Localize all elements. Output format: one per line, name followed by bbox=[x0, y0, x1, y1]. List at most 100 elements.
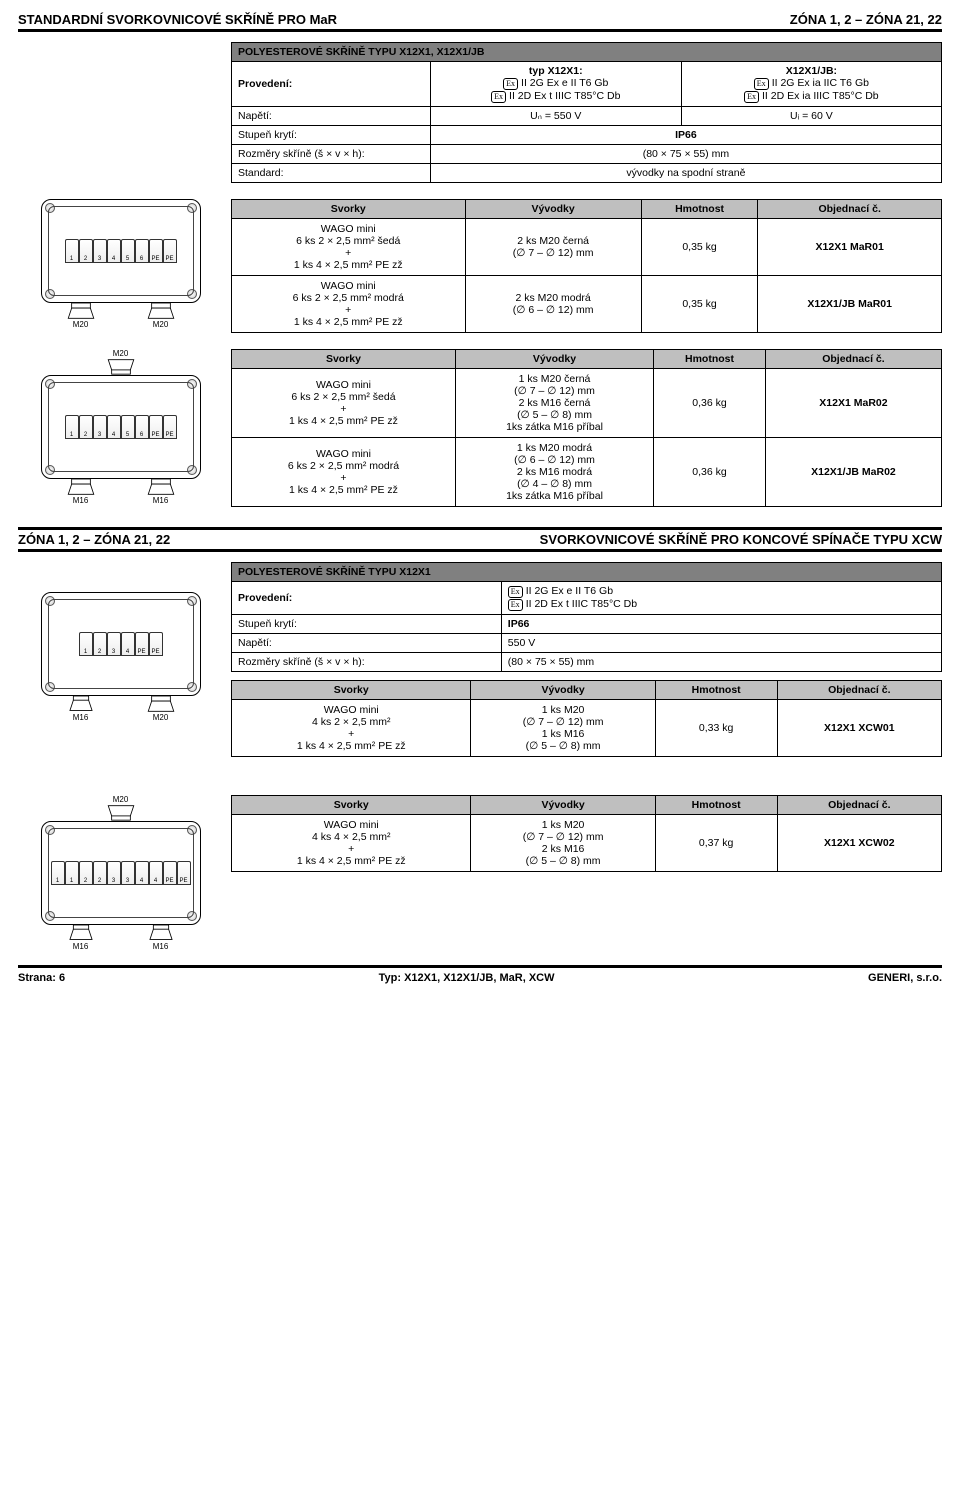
gland-icon: M16 bbox=[144, 479, 178, 505]
terminal: 3 bbox=[93, 415, 107, 439]
terminal: 6 bbox=[135, 415, 149, 439]
spec2-title: POLYESTEROVÉ SKŘÍNĚ TYPU X12X1 bbox=[232, 563, 942, 582]
gland-label: M16 bbox=[73, 942, 89, 951]
cell-obj: X12X1 MaR02 bbox=[765, 369, 941, 438]
spec2-napeti-label: Napětí: bbox=[232, 634, 502, 653]
terminal-strip: 11223344PEPE bbox=[51, 861, 191, 885]
th-obj: Objednací č. bbox=[758, 200, 942, 219]
terminal: 3 bbox=[121, 861, 135, 885]
enclosure-diagram-4: 11223344PEPE bbox=[41, 821, 201, 925]
th-vyvodky: Vývodky bbox=[455, 350, 653, 369]
th-svorky: Svorky bbox=[232, 796, 471, 815]
gland-icon: M20 bbox=[144, 303, 178, 329]
th-svorky: Svorky bbox=[232, 200, 466, 219]
gland-label: M20 bbox=[113, 795, 129, 804]
cell-vyvodky: 1 ks M20 černá (∅ 7 – ∅ 12) mm 2 ks M16 … bbox=[455, 369, 653, 438]
th-hmotnost: Hmotnost bbox=[655, 681, 777, 700]
terminal: 2 bbox=[93, 861, 107, 885]
terminal: PE bbox=[149, 239, 163, 263]
spec2-provedeni-label: Provedení: bbox=[238, 592, 292, 604]
cell-vyvodky: 1 ks M20 (∅ 7 – ∅ 12) mm 2 ks M16 (∅ 5 –… bbox=[471, 815, 655, 872]
table-row: WAGO mini 6 ks 2 × 2,5 mm² šedá + 1 ks 4… bbox=[232, 219, 942, 276]
terminal: 1 bbox=[65, 239, 79, 263]
gland-icon: M16 bbox=[64, 925, 98, 951]
cell-vyvodky: 1 ks M20 (∅ 7 – ∅ 12) mm 1 ks M16 (∅ 5 –… bbox=[471, 700, 655, 757]
th-vyvodky: Vývodky bbox=[471, 681, 655, 700]
spec1-standard-label: Standard: bbox=[232, 164, 431, 183]
cell-vyvodky: 2 ks M20 černá (∅ 7 – ∅ 12) mm bbox=[465, 219, 641, 276]
gland-label: M20 bbox=[153, 713, 169, 722]
footer-right: GENERI, s.r.o. bbox=[868, 972, 942, 984]
spec1-c1l2: II 2D Ex t IIIC T85°C Db bbox=[509, 90, 620, 102]
data-table-2: Svorky Vývodky Hmotnost Objednací č. WAG… bbox=[231, 349, 942, 507]
spec2-stupen-val: IP66 bbox=[508, 618, 530, 630]
table-row: WAGO mini 4 ks 2 × 2,5 mm² + 1 ks 4 × 2,… bbox=[232, 700, 942, 757]
cell-svorky: WAGO mini 4 ks 4 × 2,5 mm² + 1 ks 4 × 2,… bbox=[232, 815, 471, 872]
cell-hmotnost: 0,35 kg bbox=[641, 219, 758, 276]
gland-icon: M20 bbox=[104, 795, 138, 821]
footer-left: Strana: 6 bbox=[18, 972, 65, 984]
cell-obj: X12X1 MaR01 bbox=[758, 219, 942, 276]
terminal: 4 bbox=[135, 861, 149, 885]
th-hmotnost: Hmotnost bbox=[641, 200, 758, 219]
header-left: STANDARDNÍ SVORKOVNICOVÉ SKŘÍNĚ PRO MaR bbox=[18, 12, 337, 27]
gland-label: M16 bbox=[153, 496, 169, 505]
terminal: 6 bbox=[135, 239, 149, 263]
cell-svorky: WAGO mini 6 ks 2 × 2,5 mm² šedá + 1 ks 4… bbox=[232, 369, 456, 438]
th-obj: Objednací č. bbox=[765, 350, 941, 369]
terminal-strip: 1234PEPE bbox=[79, 632, 163, 656]
gland-label: M20 bbox=[153, 320, 169, 329]
gland-icon: M16 bbox=[64, 696, 98, 722]
spec-table-1: POLYESTEROVÉ SKŘÍNĚ TYPU X12X1, X12X1/JB… bbox=[231, 42, 942, 183]
spec1-stupen-label: Stupeň krytí: bbox=[232, 126, 431, 145]
terminal: PE bbox=[149, 632, 163, 656]
terminal: PE bbox=[163, 239, 177, 263]
spec2-rozmery-val: (80 × 75 × 55) mm bbox=[501, 653, 941, 672]
terminal: 2 bbox=[79, 861, 93, 885]
ex-icon: Ex bbox=[508, 586, 523, 598]
spec1-rozmery-label: Rozměry skříně (š × v × h): bbox=[232, 145, 431, 164]
enclosure-diagram-1: 123456PEPE bbox=[41, 199, 201, 303]
terminal: 2 bbox=[93, 632, 107, 656]
table-row: WAGO mini 6 ks 2 × 2,5 mm² modrá + 1 ks … bbox=[232, 438, 942, 507]
spec1-c1l1: II 2G Ex e II T6 Gb bbox=[521, 77, 608, 89]
table-row: WAGO mini 4 ks 4 × 2,5 mm² + 1 ks 4 × 2,… bbox=[232, 815, 942, 872]
th-vyvodky: Vývodky bbox=[471, 796, 655, 815]
terminal: 2 bbox=[79, 239, 93, 263]
cell-hmotnost: 0,37 kg bbox=[655, 815, 777, 872]
terminal: 3 bbox=[93, 239, 107, 263]
spec2-napeti-val: 550 V bbox=[501, 634, 941, 653]
page-footer: Strana: 6 Typ: X12X1, X12X1/JB, MaR, XCW… bbox=[18, 965, 942, 984]
ex-icon: Ex bbox=[744, 91, 759, 103]
gland-label: M16 bbox=[73, 496, 89, 505]
ex-icon: Ex bbox=[491, 91, 506, 103]
th-svorky: Svorky bbox=[232, 350, 456, 369]
gland-label: M20 bbox=[113, 349, 129, 358]
terminal-strip: 123456PEPE bbox=[65, 415, 177, 439]
terminal: PE bbox=[177, 861, 191, 885]
spec1-napeti-label: Napětí: bbox=[232, 107, 431, 126]
terminal: 1 bbox=[51, 861, 65, 885]
cell-obj: X12X1/JB MaR01 bbox=[758, 276, 942, 333]
terminal: 1 bbox=[79, 632, 93, 656]
gland-icon: M20 bbox=[64, 303, 98, 329]
terminal: 2 bbox=[79, 415, 93, 439]
header-right: ZÓNA 1, 2 – ZÓNA 21, 22 bbox=[790, 12, 942, 27]
th-hmotnost: Hmotnost bbox=[654, 350, 766, 369]
spec2-rozmery-label: Rozměry skříně (š × v × h): bbox=[232, 653, 502, 672]
gland-label: M16 bbox=[153, 942, 169, 951]
midheader-right: SVORKOVNICOVÉ SKŘÍNĚ PRO KONCOVÉ SPÍNAČE… bbox=[540, 532, 942, 547]
spec1-stupen-val: IP66 bbox=[675, 129, 697, 141]
terminal-strip: 123456PEPE bbox=[65, 239, 177, 263]
enclosure-diagram-3: 1234PEPE bbox=[41, 592, 201, 696]
terminal: 4 bbox=[149, 861, 163, 885]
terminal: PE bbox=[163, 415, 177, 439]
terminal: PE bbox=[135, 632, 149, 656]
spec2-stupen-label: Stupeň krytí: bbox=[232, 615, 502, 634]
spec1-standard-val: vývodky na spodní straně bbox=[430, 164, 941, 183]
cell-hmotnost: 0,35 kg bbox=[641, 276, 758, 333]
terminal: 4 bbox=[107, 239, 121, 263]
spec1-title: POLYESTEROVÉ SKŘÍNĚ TYPU X12X1, X12X1/JB bbox=[232, 43, 942, 62]
gland-label: M16 bbox=[73, 713, 89, 722]
terminal: 1 bbox=[65, 861, 79, 885]
